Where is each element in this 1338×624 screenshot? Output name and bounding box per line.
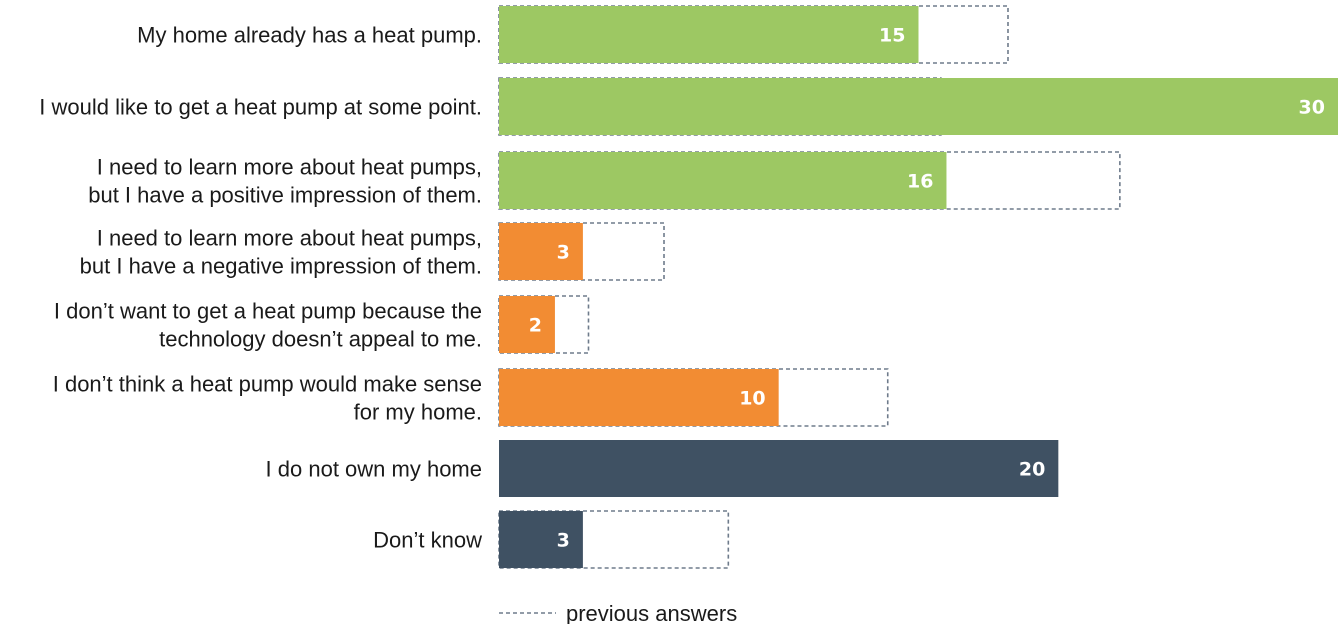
category-label: I need to learn more about heat pumps, bu…	[88, 155, 482, 208]
bar	[499, 296, 555, 353]
category-label: My home already has a heat pump.	[137, 23, 482, 48]
value-label: 2	[529, 315, 542, 337]
category-label-line: I don’t think a heat pump would make sen…	[53, 372, 482, 397]
bar	[499, 6, 919, 63]
bar	[499, 223, 583, 280]
category-label: I don’t think a heat pump would make sen…	[53, 372, 482, 425]
value-label: 3	[557, 530, 570, 552]
previous-answer-box	[498, 510, 730, 569]
bar	[499, 152, 947, 209]
bar	[499, 369, 779, 426]
value-label: 20	[1019, 459, 1045, 481]
category-label: I don’t want to get a heat pump because …	[54, 299, 482, 352]
category-label-line: for my home.	[354, 400, 482, 425]
category-label-line: My home already has a heat pump.	[137, 23, 482, 48]
category-label: I need to learn more about heat pumps, bu…	[80, 226, 482, 279]
category-label-line: technology doesn’t appeal to me.	[159, 327, 482, 352]
bar	[499, 440, 1059, 497]
bar	[499, 511, 583, 568]
category-label-line: but I have a negative impression of them…	[80, 254, 482, 279]
value-label: 3	[557, 242, 570, 264]
category-label-line: I need to learn more about heat pumps,	[97, 226, 482, 251]
value-label: 30	[1299, 97, 1325, 119]
category-label-line: Don’t know	[373, 528, 482, 553]
category-label-line: I need to learn more about heat pumps,	[97, 155, 482, 180]
current-bars-layer	[499, 6, 1338, 568]
value-labels: 15 30 16 3 2 10 20 3	[529, 25, 1325, 552]
category-labels: My home already has a heat pump. I would …	[39, 23, 482, 553]
category-label: Don’t know	[373, 528, 482, 553]
category-label: I would like to get a heat pump at some …	[39, 95, 482, 120]
value-label: 10	[739, 388, 765, 410]
category-label-line: I don’t want to get a heat pump because …	[54, 299, 482, 324]
category-label: I do not own my home	[266, 457, 482, 482]
category-label-line: I would like to get a heat pump at some …	[39, 95, 482, 120]
value-label: 15	[879, 25, 905, 47]
category-label-line: I do not own my home	[266, 457, 482, 482]
value-label: 16	[907, 171, 933, 193]
bar	[499, 78, 1338, 135]
legend-label: previous answers	[566, 601, 737, 624]
legend: previous answers	[499, 601, 737, 624]
category-label-line: but I have a positive impression of them…	[88, 183, 482, 208]
